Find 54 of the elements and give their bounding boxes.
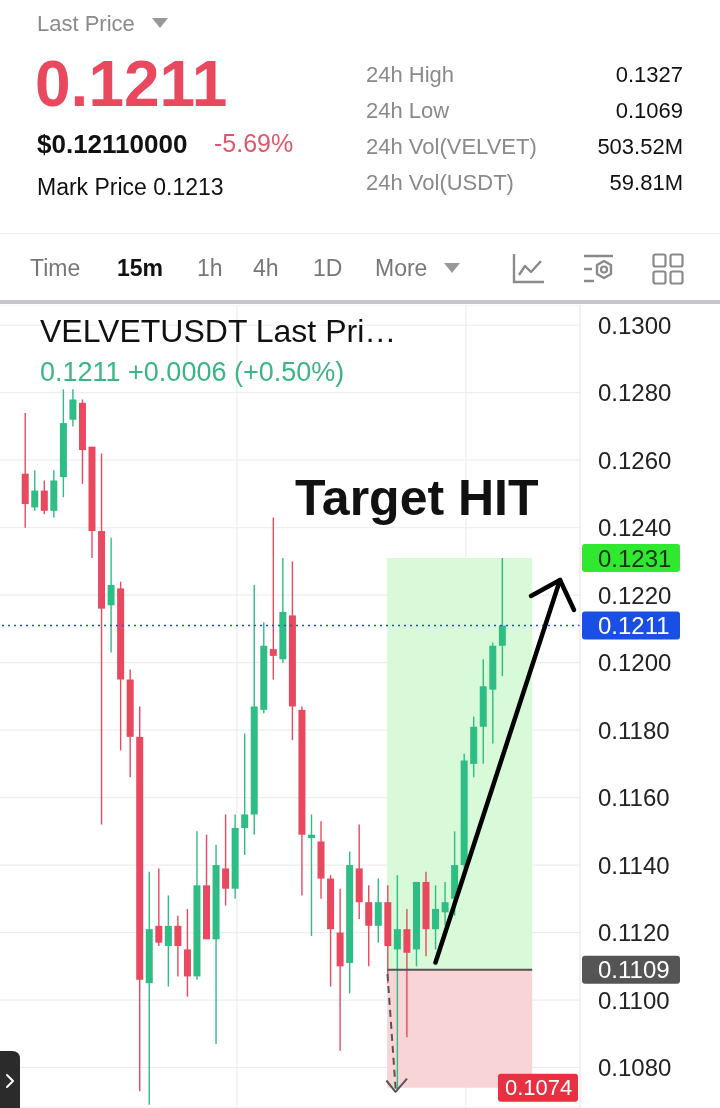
y-tick-label: 0.1300 (598, 311, 672, 339)
y-tick-label: 0.1280 (598, 379, 672, 407)
text: 0.1211 +0.0006 (+0.50%) (40, 356, 345, 387)
text: Mark Price 0.1213 (37, 174, 224, 201)
text: 0.1327 (615, 61, 683, 88)
y-tick-label: 0.1200 (598, 649, 672, 677)
y-tick-label: 0.1080 (598, 1054, 672, 1082)
candlestick (432, 884, 440, 951)
text: 24h Vol(VELVET) (366, 133, 537, 160)
text: 59.81M (609, 169, 683, 196)
text: 503.52M (597, 133, 683, 160)
text: More (375, 255, 428, 282)
candlestick (69, 388, 77, 428)
y-tick-label: 0.1220 (598, 581, 672, 609)
y-tick-label: 0.1100 (598, 986, 670, 1014)
candlestick (155, 867, 163, 947)
ref-line-label: 0.1109 (598, 956, 670, 984)
text: 0.1069 (615, 97, 683, 124)
y-tick-label: 0.1260 (598, 446, 672, 474)
candlestick (441, 881, 449, 927)
candlestick (222, 813, 230, 907)
candlestick (241, 732, 249, 856)
band-label: 0.1074 (505, 1075, 573, 1101)
candlestick (374, 877, 382, 944)
candlestick (31, 469, 39, 512)
y-tick-label: 0.1180 (598, 716, 670, 744)
ref-line-label: 0.1211 (598, 612, 670, 640)
candlestick (40, 479, 48, 515)
text: 1D (313, 255, 343, 282)
candlestick (365, 884, 373, 967)
text: Time (30, 255, 81, 282)
text: 4h (253, 255, 279, 282)
band-label: 0.1231 (598, 544, 672, 572)
candlestick (174, 914, 182, 978)
text: 24h Vol(USDT) (366, 169, 514, 196)
chart-title: VELVETUSDT Last Pri… (40, 313, 397, 350)
text: 0.1211 (35, 47, 228, 120)
candlestick (498, 557, 506, 677)
y-tick-label: 0.1140 (598, 851, 670, 879)
candlestick (269, 516, 277, 681)
text: -5.69% (214, 129, 294, 158)
text: 15m (117, 255, 164, 282)
candlestick (164, 894, 172, 988)
y-tick-label: 0.1160 (598, 784, 670, 812)
text: 24h Low (366, 97, 450, 124)
y-tick-label: 0.1240 (598, 514, 672, 542)
text: 24h High (366, 61, 455, 88)
text: Last Price (37, 10, 135, 37)
candlestick (107, 537, 115, 654)
annotation: Target HIT (295, 469, 539, 526)
text: $0.12110000 (37, 128, 188, 159)
candlestick (403, 908, 411, 1038)
text: 1h (197, 255, 223, 282)
y-tick-label: 0.1120 (598, 919, 670, 947)
